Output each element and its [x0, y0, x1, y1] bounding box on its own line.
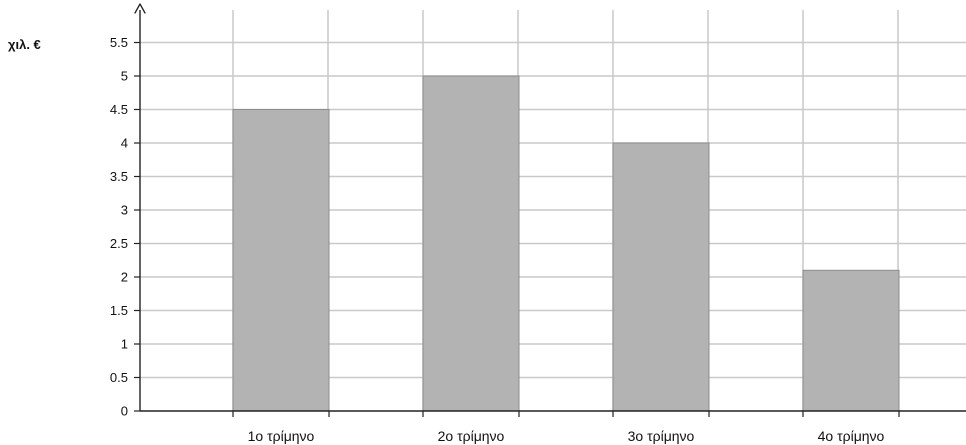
bar-2	[422, 75, 520, 412]
axis-layer	[134, 3, 966, 417]
y-tick-label-11: 5.5	[110, 35, 128, 50]
y-tick-label-1: 0.5	[110, 370, 128, 385]
bar-layer	[232, 75, 900, 412]
y-tick-label-3: 1.5	[110, 303, 128, 318]
y-tick-label-0: 0	[121, 404, 128, 419]
y-tick-label-7: 3.5	[110, 169, 128, 184]
y-tick-label-4: 2	[121, 270, 128, 285]
y-axis-unit-label: χιλ. €	[8, 37, 41, 52]
y-tick-label-9: 4.5	[110, 102, 128, 117]
y-tick-label-8: 4	[121, 136, 128, 151]
bar-1	[232, 109, 330, 412]
x-category-label-2: 2ο τρίμηνο	[438, 428, 505, 444]
bar-3	[612, 142, 710, 412]
label-layer: 0 0.5 1 1.5 2 2.5 3 3.5 4 4.5 5 5.5 1ο τρίμηνο 2ο τρί…	[110, 35, 885, 444]
x-category-label-3: 3ο τρίμηνο	[628, 428, 695, 444]
y-axis-arrow-icon	[134, 3, 146, 14]
y-tick-label-5: 2.5	[110, 236, 128, 251]
y-tick-label-10: 5	[121, 69, 128, 84]
y-tick-label-2: 1	[121, 337, 128, 352]
x-category-label-1: 1ο τρίμηνο	[248, 428, 315, 444]
x-category-label-4: 4ο τρίμηνο	[818, 428, 885, 444]
y-tick-label-6: 3	[121, 203, 128, 218]
bar-4	[802, 269, 900, 412]
